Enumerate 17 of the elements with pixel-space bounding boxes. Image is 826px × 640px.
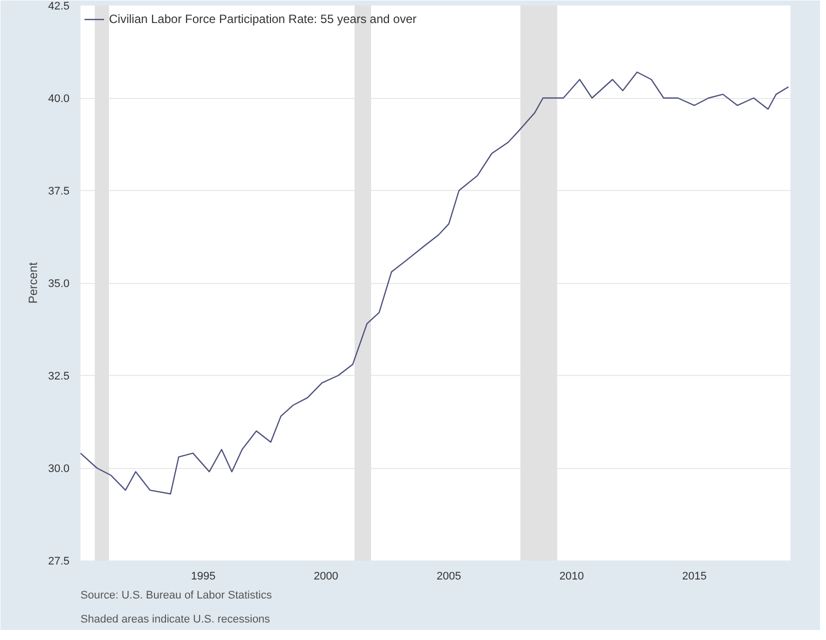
y-tick-label: 32.5	[48, 370, 70, 382]
x-tick-label: 2000	[314, 570, 338, 582]
y-tick-label: 35.0	[48, 278, 70, 290]
line-series	[80, 72, 790, 494]
y-tick-label: 27.5	[48, 556, 70, 568]
source-note: Source: U.S. Bureau of Labor Statistics	[80, 590, 272, 602]
y-axis-title: Percent	[26, 262, 40, 304]
y-tick-label: 37.5	[48, 186, 70, 198]
x-tick-label: 2010	[559, 570, 584, 582]
y-tick-label: 40.0	[48, 93, 70, 105]
legend-label: Civilian Labor Force Participation Rate: 55 years and over	[109, 12, 416, 26]
x-tick-label: 2005	[436, 570, 462, 582]
y-tick-label: 30.0	[48, 463, 70, 475]
x-tick-label: 2015	[682, 570, 707, 582]
x-tick-label: 1995	[191, 570, 216, 582]
text: Shaded areas indicate U.S. recessions	[80, 614, 271, 626]
y-tick-label: 42.5	[48, 0, 70, 12]
